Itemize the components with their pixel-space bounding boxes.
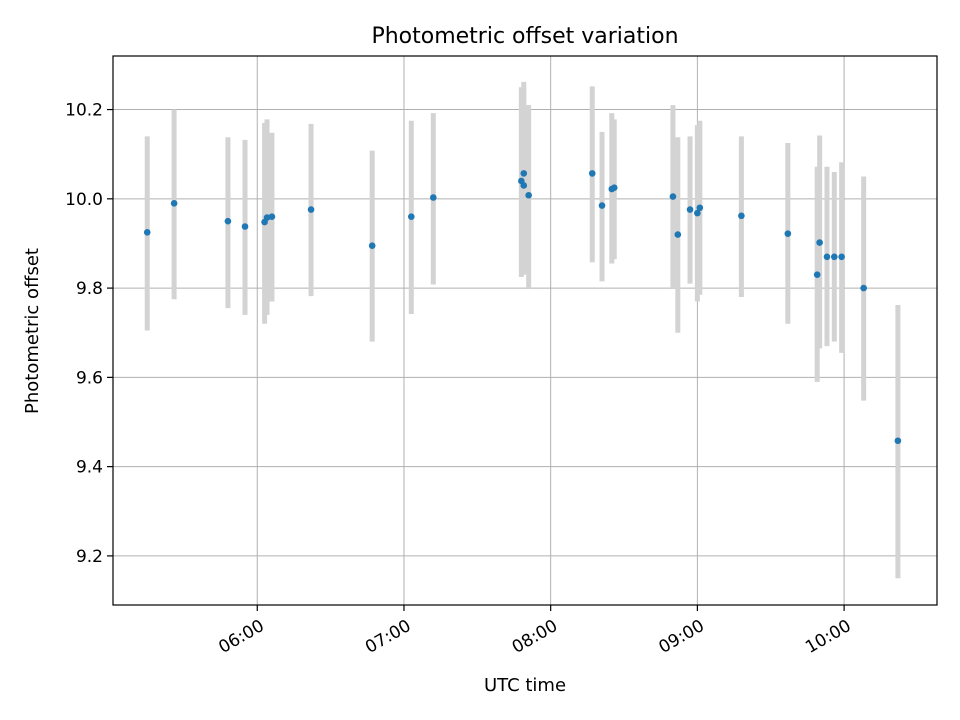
data-point	[224, 217, 232, 225]
data-point	[170, 199, 178, 207]
y-axis-label: Photometric offset	[22, 248, 43, 414]
data-point	[669, 193, 677, 200]
data-point	[838, 253, 845, 261]
data-point	[860, 284, 867, 292]
data-points	[143, 170, 902, 445]
data-point	[598, 202, 606, 209]
data-point	[408, 213, 415, 220]
data-point	[263, 214, 271, 221]
data-point	[738, 212, 745, 220]
data-point	[674, 231, 682, 238]
data-point	[784, 230, 792, 237]
plot-frame	[112, 55, 938, 606]
data-point	[241, 223, 249, 230]
data-point	[813, 271, 821, 279]
data-point	[520, 182, 528, 189]
data-point	[588, 170, 596, 177]
data-point	[525, 191, 532, 199]
y-tick-label: 10.0	[65, 190, 103, 210]
data-point	[268, 213, 276, 220]
data-point	[610, 184, 618, 191]
data-point	[696, 204, 704, 212]
y-tick-label: 9.8	[76, 279, 103, 299]
y-tick-label: 9.4	[76, 458, 103, 478]
data-point	[894, 437, 902, 445]
chart-title: Photometric offset variation	[371, 24, 678, 49]
x-axis-label: UTC time	[484, 675, 566, 696]
data-point	[686, 206, 694, 213]
y-tick-label: 10.2	[65, 101, 103, 121]
data-point	[816, 239, 823, 246]
y-tick-label: 9.2	[76, 547, 103, 567]
y-tick-label: 9.6	[76, 368, 103, 388]
y-axis-ticks: 9.2 9.4 9.6 9.8 10.0 10.2	[65, 101, 113, 567]
data-point	[520, 170, 528, 177]
data-point	[823, 253, 831, 261]
data-point	[430, 194, 437, 201]
data-point	[368, 242, 376, 249]
data-point	[143, 229, 151, 236]
data-point	[307, 206, 315, 213]
data-point	[694, 209, 701, 217]
data-point	[831, 253, 838, 261]
